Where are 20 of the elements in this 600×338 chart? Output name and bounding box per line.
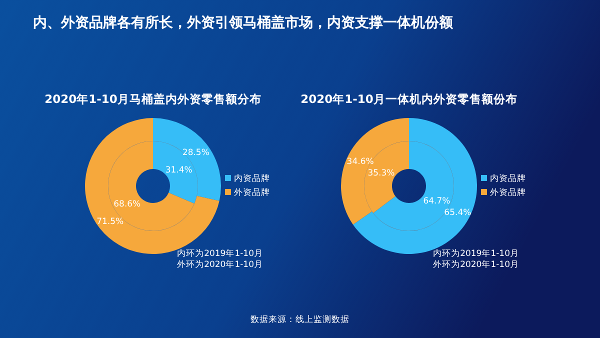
data-label: 64.7% <box>423 196 450 206</box>
text: 外环为2020年1-10月 <box>177 259 263 270</box>
text: 内环为2019年1-10月 <box>177 248 263 259</box>
chart-title: 2020年1-10月马桶盖内外资零售额分布 <box>44 92 262 106</box>
text: 内环为2019年1-10月 <box>433 248 519 259</box>
chart-title: 2020年1-10月一体机内外资零售额份布 <box>300 92 518 106</box>
data-label: 28.5% <box>182 148 210 158</box>
data-label: 35.3% <box>368 168 395 179</box>
text: 外环为2020年1-10月 <box>433 259 519 270</box>
data-label: 34.6% <box>346 156 374 167</box>
legend-label: 内资品牌 <box>490 173 526 184</box>
source-note: 数据来源：线上监测数据 <box>250 314 350 325</box>
legend-label: 外资品牌 <box>490 187 526 198</box>
data-label: 65.4% <box>444 208 472 218</box>
text: 内、外资品牌各有所长，外资引领马桶盖市场，内资支撑一体机份额 <box>33 14 454 31</box>
data-label: 71.5% <box>96 216 124 227</box>
legend-label: 外资品牌 <box>234 187 270 198</box>
data-label: 31.4% <box>165 165 192 176</box>
data-label: 68.6% <box>114 200 141 210</box>
legend-label: 内资品牌 <box>234 173 270 184</box>
